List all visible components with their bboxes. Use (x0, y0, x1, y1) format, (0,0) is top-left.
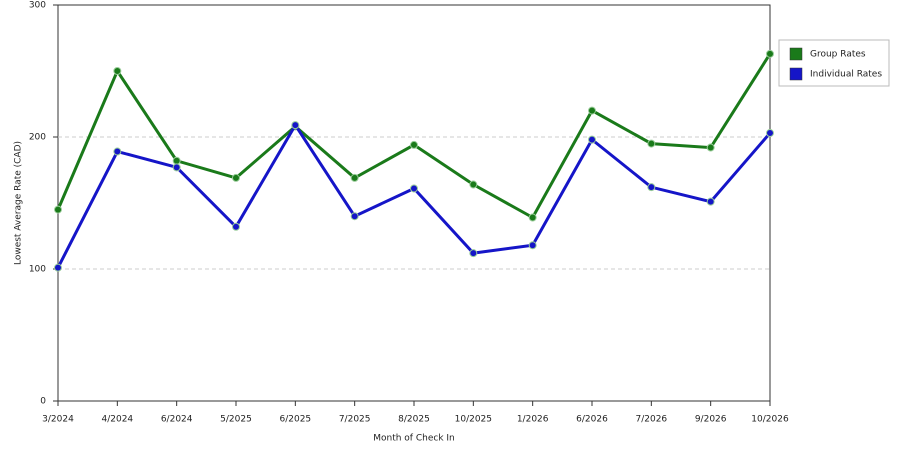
plot-area (57, 4, 771, 402)
legend-swatch (789, 67, 803, 81)
data-point (647, 139, 656, 148)
data-point (588, 135, 596, 144)
x-tick-label: 7/2026 (635, 415, 667, 425)
data-point (54, 263, 62, 272)
x-tick-label: 8/2025 (398, 415, 430, 425)
legend-swatch (789, 47, 803, 61)
data-point (647, 183, 656, 192)
data-point (410, 140, 418, 149)
x-tick-label: 10/2025 (455, 415, 492, 425)
data-point (232, 173, 240, 182)
x-tick-label: 5/2025 (220, 415, 252, 425)
data-point (54, 205, 62, 214)
data-point (350, 173, 359, 182)
x-tick-label: 4/2024 (101, 415, 133, 425)
x-tick-label: 6/2026 (576, 415, 608, 425)
y-tick-label: 0 (40, 397, 46, 407)
x-tick-label: 6/2024 (161, 415, 193, 425)
data-point (766, 129, 774, 138)
data-point (528, 241, 537, 250)
y-tick-label: 300 (29, 1, 46, 11)
data-point (766, 49, 774, 58)
x-tick-label: 6/2025 (279, 415, 311, 425)
y-axis-label: Lowest Average Rate (CAD) (14, 141, 24, 265)
data-point (350, 212, 359, 221)
x-tick-label: 3/2024 (42, 415, 74, 425)
data-point (232, 222, 240, 231)
y-tick-label: 100 (29, 265, 46, 275)
y-tick-label: 200 (29, 133, 46, 143)
data-point (706, 143, 715, 152)
data-point (469, 249, 478, 258)
data-point (172, 156, 181, 165)
x-axis-label: Month of Check In (373, 434, 455, 444)
data-point (706, 197, 715, 206)
data-point (172, 163, 181, 172)
x-tick-label: 7/2025 (339, 415, 371, 425)
x-tick-label: 9/2026 (695, 415, 727, 425)
x-tick-label: 1/2026 (517, 415, 549, 425)
data-point (588, 106, 596, 115)
data-point (113, 67, 122, 75)
legend-label: Group Rates (810, 50, 866, 60)
data-point (291, 121, 300, 130)
x-tick-label: 10/2026 (751, 415, 789, 425)
data-point (410, 184, 418, 193)
data-point (113, 147, 122, 156)
legend-label: Individual Rates (810, 70, 882, 80)
data-point (528, 213, 537, 222)
data-point (469, 180, 478, 189)
